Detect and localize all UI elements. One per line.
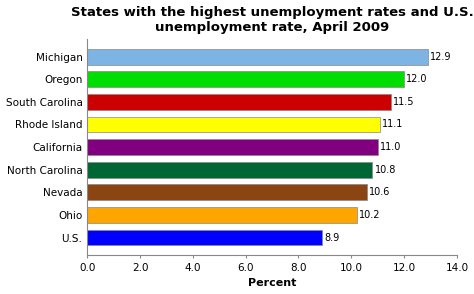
Text: 10.2: 10.2: [359, 210, 380, 220]
X-axis label: Percent: Percent: [248, 278, 296, 288]
Bar: [87, 162, 373, 178]
Bar: [87, 230, 322, 245]
Text: 10.6: 10.6: [369, 187, 391, 197]
Text: 11.0: 11.0: [380, 142, 401, 152]
Text: 11.5: 11.5: [393, 97, 414, 107]
Bar: [87, 207, 356, 223]
Bar: [87, 94, 391, 110]
Text: 12.0: 12.0: [406, 74, 428, 84]
Text: 11.1: 11.1: [383, 119, 404, 129]
Text: 10.8: 10.8: [374, 165, 396, 175]
Bar: [87, 139, 378, 155]
Bar: [87, 184, 367, 200]
Title: States with the highest unemployment rates and U.S.
unemployment rate, April 200: States with the highest unemployment rat…: [71, 6, 474, 34]
Text: 8.9: 8.9: [324, 233, 339, 243]
Bar: [87, 49, 428, 65]
Bar: [87, 116, 380, 132]
Bar: [87, 71, 404, 87]
Text: 12.9: 12.9: [430, 52, 451, 62]
